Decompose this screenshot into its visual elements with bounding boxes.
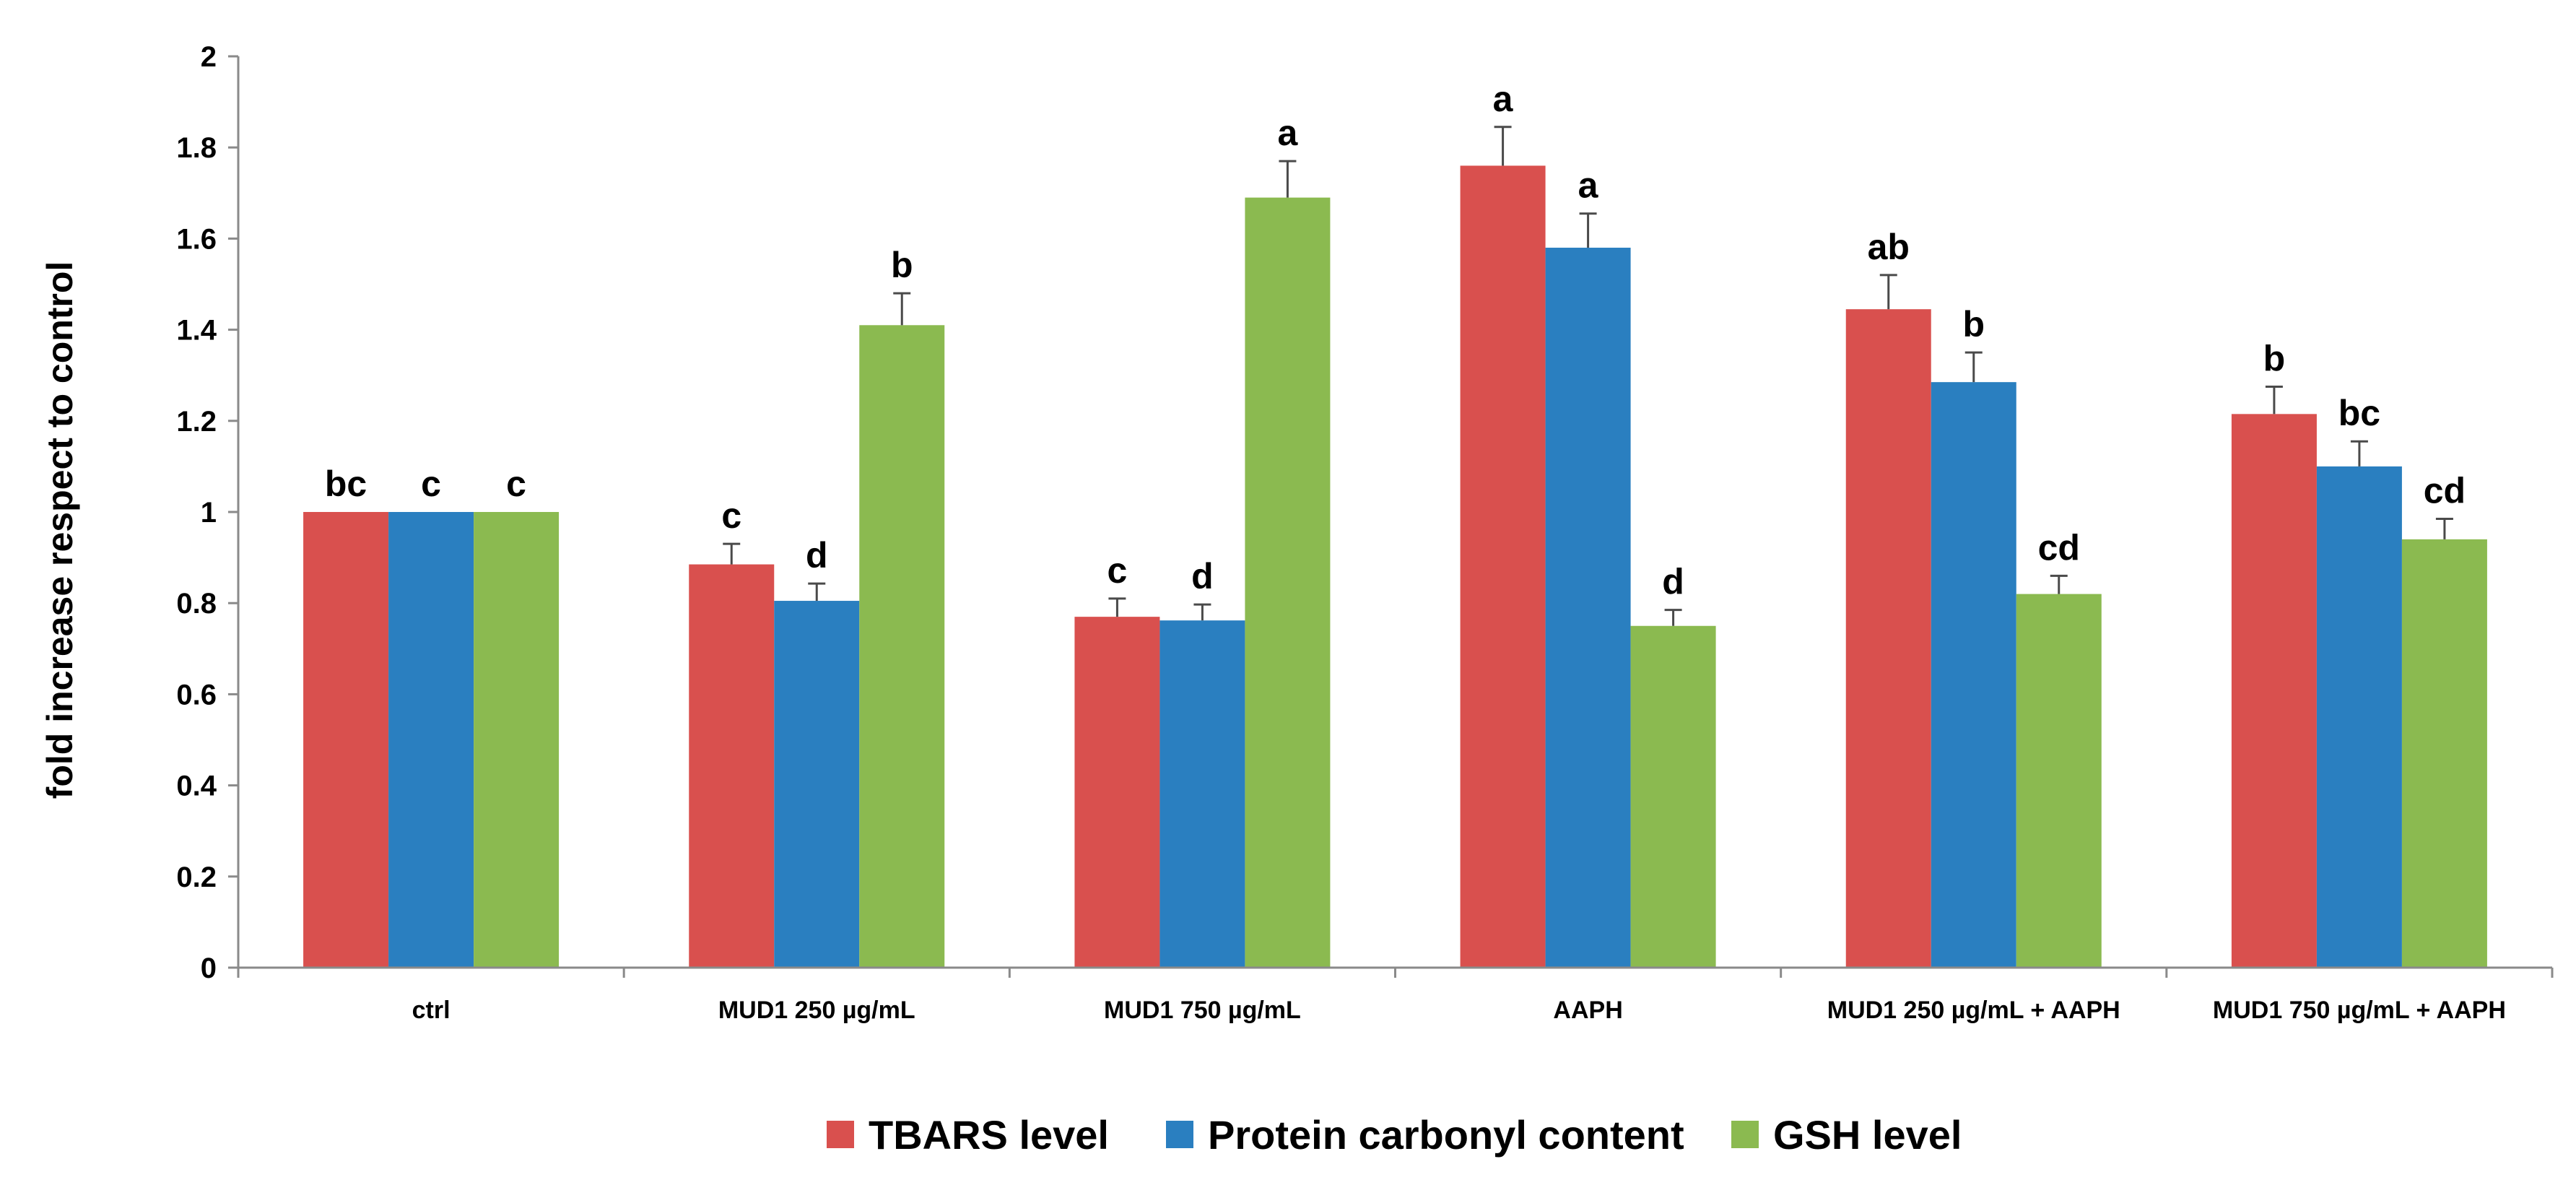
legend: TBARS level Protein carbonyl content GSH l… <box>827 1112 1962 1158</box>
bar <box>2316 466 2402 968</box>
bar <box>1545 248 1631 968</box>
bars <box>303 165 2487 968</box>
category-label: MUD1 250 µg/mL + AAPH <box>1827 997 2120 1024</box>
legend-swatch <box>1166 1121 1193 1148</box>
bar <box>1845 309 1931 968</box>
significance-label: b <box>1962 304 1985 344</box>
y-tick-label: 1.8 <box>176 132 217 164</box>
y-tick-label: 1.2 <box>176 406 217 438</box>
significance-label: c <box>721 495 741 536</box>
x-tick-marks <box>237 968 2554 978</box>
bar <box>859 325 945 968</box>
significance-label: a <box>1493 79 1514 119</box>
legend-label: GSH level <box>1773 1112 1962 1158</box>
y-tick-label: 0 <box>201 952 217 984</box>
bar <box>2401 539 2487 968</box>
significance-label: b <box>891 245 913 285</box>
bar <box>1159 620 1245 968</box>
y-tick-label: 0.2 <box>176 861 217 893</box>
legend-swatch <box>1731 1121 1759 1148</box>
bar <box>1245 197 1331 968</box>
y-tick-label: 0.4 <box>176 771 217 802</box>
y-axis-label: fold increase respect to control <box>40 261 80 799</box>
category-label: MUD1 250 µg/mL <box>718 997 915 1024</box>
bar <box>1931 382 2016 968</box>
bar <box>1630 625 1716 968</box>
significance-label: a <box>1278 113 1299 153</box>
significance-label: d <box>1662 562 1684 602</box>
category-label: ctrl <box>412 997 451 1024</box>
bar <box>388 512 474 968</box>
significance-label: a <box>1578 165 1599 206</box>
y-tick-label: 1.6 <box>176 223 217 255</box>
y-tick-label: 2 <box>201 41 217 73</box>
bar <box>303 512 389 968</box>
bar <box>1074 617 1160 968</box>
legend-label: Protein carbonyl content <box>1208 1112 1684 1158</box>
y-tick-labels: 0 0.2 0.4 0.6 0.8 1 1.2 1.4 1.6 1.8 2 <box>176 41 238 984</box>
error-bars <box>723 126 2453 626</box>
y-tick-label: 0.8 <box>176 588 217 620</box>
bar <box>474 512 560 968</box>
significance-label: cd <box>2424 470 2466 511</box>
significance-label: ab <box>1868 227 1910 267</box>
significance-label: d <box>1191 556 1214 596</box>
category-labels: ctrl MUD1 250 µg/mL MUD1 750 µg/mL AAPH MUD1… <box>412 997 2506 1024</box>
y-tick-label: 1.4 <box>176 315 217 347</box>
significance-label: c <box>421 464 441 504</box>
significance-label: c <box>506 464 526 504</box>
bar <box>1460 165 1546 968</box>
bar <box>2231 414 2317 968</box>
bar <box>689 564 775 968</box>
y-tick-label: 0.6 <box>176 679 217 711</box>
y-tick-label: 1 <box>201 497 217 529</box>
significance-label: bc <box>325 464 367 504</box>
significance-label: c <box>1108 550 1128 591</box>
category-label: AAPH <box>1553 997 1622 1024</box>
category-label: MUD1 750 µg/mL <box>1104 997 1301 1024</box>
bar <box>2016 594 2102 968</box>
category-label: MUD1 750 µg/mL + AAPH <box>2213 997 2506 1024</box>
significance-label: bc <box>2338 393 2380 433</box>
significance-label: d <box>806 535 828 576</box>
legend-label: TBARS level <box>869 1112 1109 1158</box>
bar <box>774 601 860 968</box>
significance-label: cd <box>2038 527 2080 568</box>
significance-label: b <box>2263 338 2286 378</box>
legend-swatch <box>827 1121 854 1148</box>
